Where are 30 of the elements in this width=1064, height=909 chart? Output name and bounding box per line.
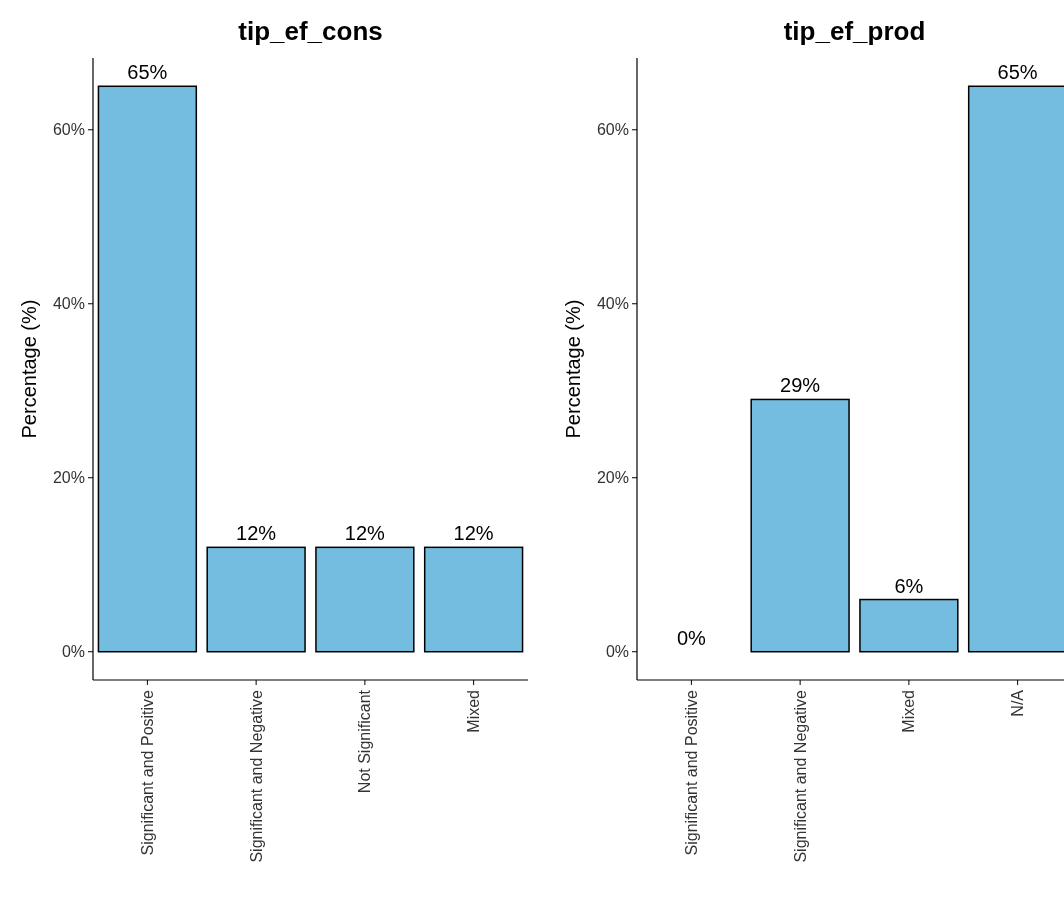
bar — [750, 398, 850, 653]
x-tick-label: Significant and Negative — [791, 689, 809, 863]
data-label: 12% — [453, 522, 494, 545]
data-label: 12% — [236, 522, 277, 545]
x-tick-label: Significant and Positive — [682, 689, 700, 856]
data-label: 65% — [997, 61, 1038, 84]
y-axis-title: Percentage (%) — [18, 299, 40, 439]
data-label: 65% — [127, 61, 168, 84]
x-tick-label: Not Significant — [356, 689, 374, 794]
y-tick-label: 20% — [596, 469, 629, 487]
data-label: 6% — [894, 574, 924, 597]
bar — [859, 598, 959, 653]
x-tick-label: Mixed — [900, 690, 918, 733]
x-tick-label: Significant and Negative — [247, 689, 265, 863]
chart-title: tip_ef_cons — [238, 16, 383, 46]
data-label: 12% — [344, 522, 386, 545]
y-tick-label: 20% — [52, 469, 85, 487]
y-tick-label: 40% — [52, 295, 85, 313]
x-tick-label: Significant and Positive — [138, 689, 156, 856]
data-label: 29% — [780, 374, 821, 397]
x-tick-label: N/A — [1009, 689, 1027, 717]
y-tick-label: 60% — [596, 121, 629, 139]
y-axis-title: Percentage (%) — [562, 299, 584, 439]
y-tick-label: 0% — [61, 643, 85, 661]
y-tick-label: 60% — [52, 121, 85, 139]
x-tick-label: Mixed — [465, 690, 483, 733]
y-tick-label: 0% — [605, 643, 629, 661]
y-tick-label: 40% — [596, 295, 629, 313]
data-label: 0% — [676, 626, 707, 649]
chart-title: tip_ef_prod — [783, 16, 926, 46]
